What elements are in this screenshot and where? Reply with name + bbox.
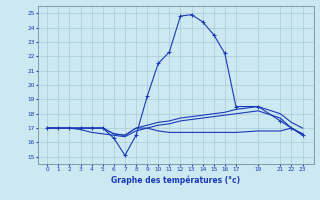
X-axis label: Graphe des températures (°c): Graphe des températures (°c) [111, 175, 241, 185]
